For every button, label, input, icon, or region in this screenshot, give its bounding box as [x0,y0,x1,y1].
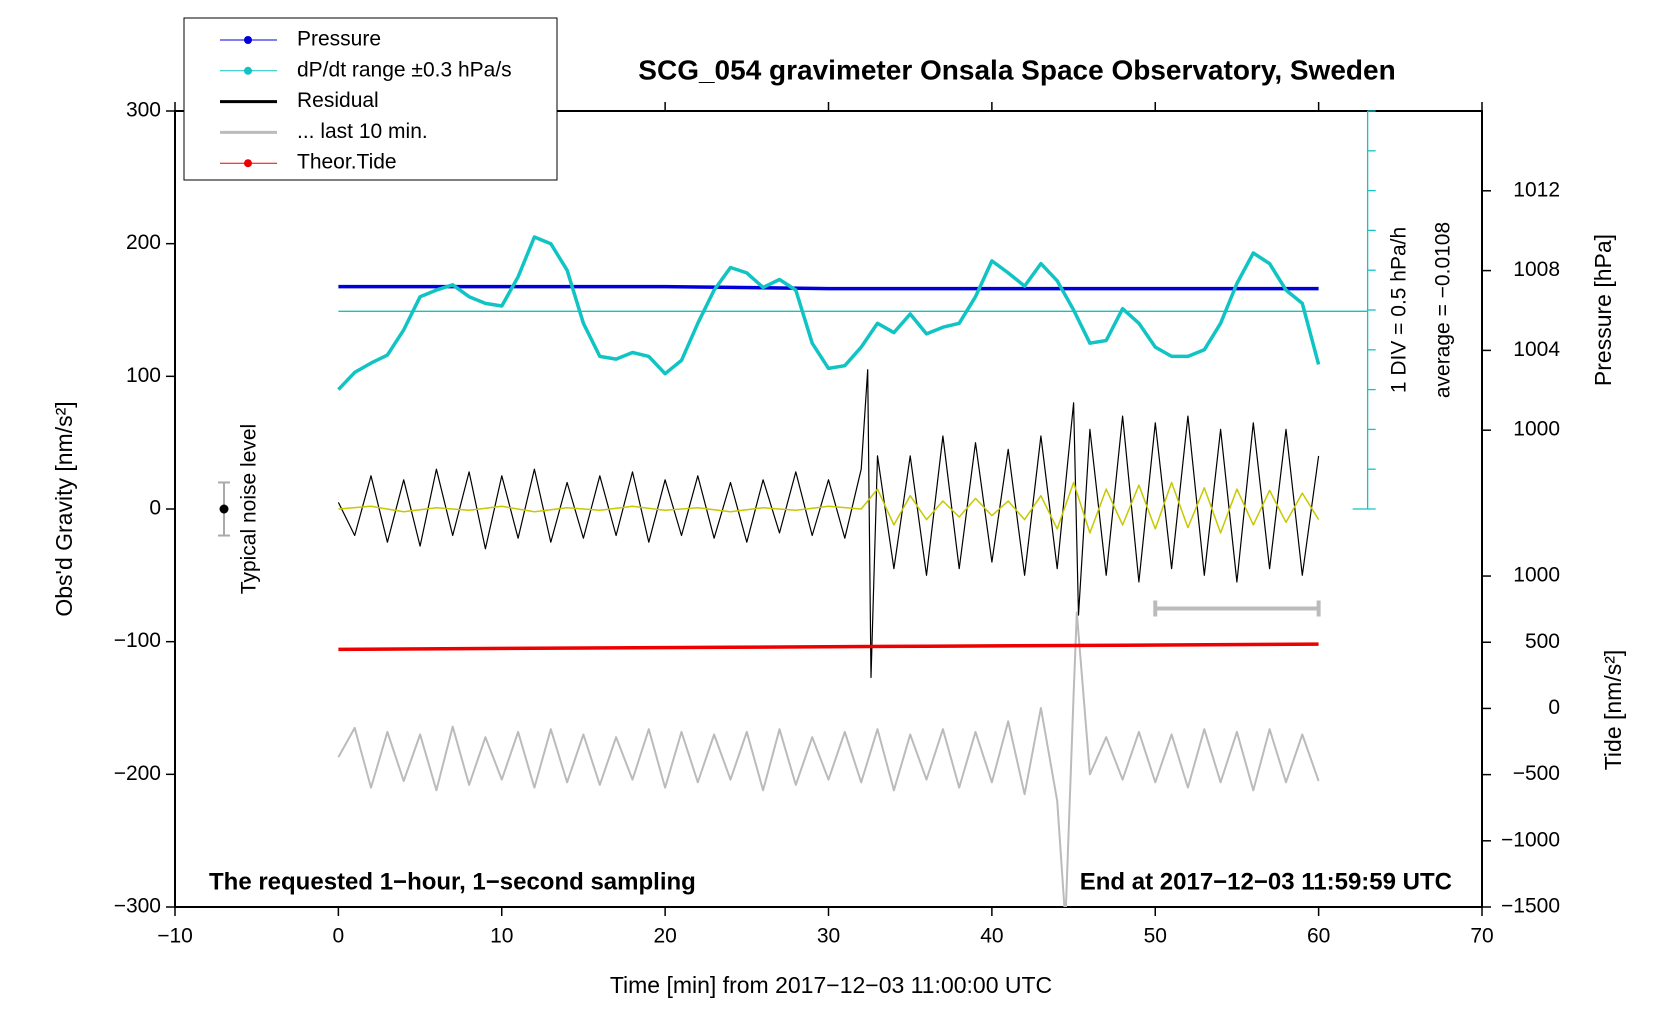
series-line [337,235,1321,391]
x-tick-label: 40 [980,925,1003,948]
y3ticks-label: −1500 [1501,895,1560,918]
note-right: End at 2017−12−03 11:59:59 UTC [1080,868,1452,895]
legend-marker [244,36,252,44]
y2ticks-label: 1000 [1513,418,1560,441]
series-line [338,284,1319,291]
y-tick-label: 100 [126,364,161,387]
legend-label: Pressure [297,28,381,51]
x-tick-label: 20 [653,925,676,948]
legend-marker [244,66,252,75]
y2ticks-label: 1012 [1513,178,1560,201]
legend-marker [244,159,252,168]
series-line [337,611,1320,907]
series-line [337,369,1320,679]
y-tick-label: −300 [114,895,161,918]
x-axis-label: Time [min] from 2017−12−03 11:00:00 UTC [610,972,1052,998]
x-tick-label: 0 [333,925,345,948]
x-tick-label: 60 [1307,925,1330,948]
series-line [338,642,1319,652]
y-tick-label: 200 [126,231,161,254]
plot-area [337,235,1321,907]
y2ticks-label: 1004 [1513,338,1560,361]
y2-axis-label: Pressure [hPa] [1590,234,1616,386]
legend-box [183,17,558,181]
legend-label: Theor.Tide [297,151,397,174]
x-tick-label: −10 [157,925,193,948]
noise-label: Typical noise level [238,424,261,594]
legend-label: Residual [297,89,379,112]
y3ticks-label: 1000 [1513,564,1560,587]
legend-label: ... last 10 min. [297,120,428,143]
y2ticks-label: 1008 [1513,258,1560,281]
dpdt-scale-label: 1 DIV = 0.5 hPa/h [1388,227,1411,393]
x-tick-label: 10 [490,925,513,948]
series-line [338,481,1320,534]
legend-label: dP/dt range ±0.3 hPa/s [297,58,512,81]
y3ticks-label: 0 [1548,696,1560,719]
x-tick-label: 50 [1144,925,1167,948]
x-tick-label: 70 [1470,925,1493,948]
y3-axis-label: Tide [nm/s²] [1600,650,1626,771]
y-tick-label: 0 [149,497,161,520]
y-tick-label: 300 [126,99,161,122]
x-tick-label: 30 [817,925,840,948]
dpdt-average-label: average = −0.0108 [1432,222,1455,398]
noise-point [219,504,229,514]
chart-title: SCG_054 gravimeter Onsala Space Observat… [638,54,1395,85]
y3ticks-label: 500 [1525,630,1560,653]
y3ticks-label: −1000 [1501,828,1560,851]
note-left: The requested 1−hour, 1−second sampling [209,868,696,895]
y-axis-label: Obs'd Gravity [nm/s²] [51,401,77,616]
y-tick-label: −100 [114,629,161,652]
y3ticks-label: −500 [1513,762,1560,785]
y-tick-label: −200 [114,762,161,785]
